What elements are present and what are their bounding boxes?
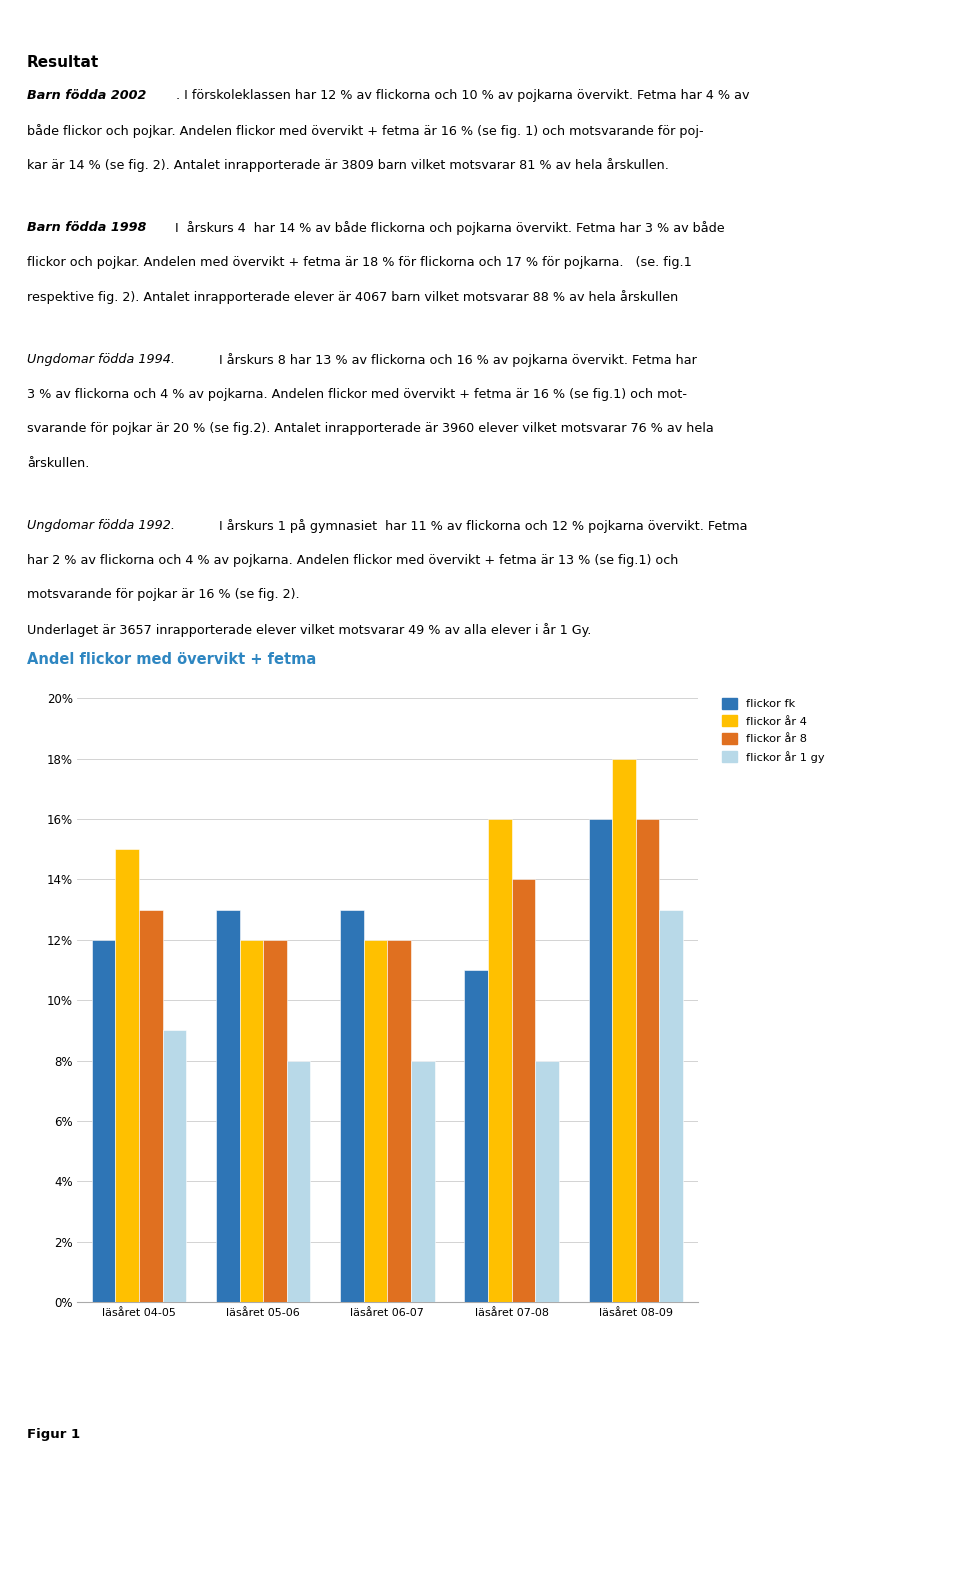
Text: Resultat: Resultat bbox=[27, 55, 99, 71]
Bar bbox=[512, 879, 535, 1302]
Text: Underlaget är 3657 inrapporterade elever vilket motsvarar 49 % av alla elever i : Underlaget är 3657 inrapporterade elever… bbox=[27, 623, 591, 637]
Bar bbox=[588, 819, 612, 1302]
Bar bbox=[364, 940, 388, 1302]
Bar bbox=[340, 910, 364, 1302]
Text: motsvarande för pojkar är 16 % (se fig. 2).: motsvarande för pojkar är 16 % (se fig. … bbox=[27, 588, 300, 601]
Bar bbox=[411, 1061, 435, 1302]
Text: har 2 % av flickorna och 4 % av pojkarna. Andelen flickor med övervikt + fetma ä: har 2 % av flickorna och 4 % av pojkarna… bbox=[27, 554, 679, 566]
Text: svarande för pojkar är 20 % (se fig.2). Antalet inrapporterade är 3960 elever vi: svarande för pojkar är 20 % (se fig.2). … bbox=[27, 422, 713, 435]
Text: Barn födda 2002: Barn födda 2002 bbox=[27, 89, 146, 102]
Bar bbox=[287, 1061, 310, 1302]
Text: 3 % av flickorna och 4 % av pojkarna. Andelen flickor med övervikt + fetma är 16: 3 % av flickorna och 4 % av pojkarna. An… bbox=[27, 388, 687, 400]
Text: Barn födda 1998: Barn födda 1998 bbox=[27, 221, 146, 234]
Text: I årskurs 1 på gymnasiet  har 11 % av flickorna och 12 % pojkarna övervikt. Fetm: I årskurs 1 på gymnasiet har 11 % av fli… bbox=[215, 519, 748, 533]
Bar bbox=[263, 940, 287, 1302]
Bar bbox=[92, 940, 115, 1302]
Legend: flickor fk, flickor år 4, flickor år 8, flickor år 1 gy: flickor fk, flickor år 4, flickor år 8, … bbox=[722, 698, 825, 763]
Text: årskullen.: årskullen. bbox=[27, 457, 89, 469]
Bar bbox=[115, 849, 139, 1302]
Bar bbox=[240, 940, 263, 1302]
Bar bbox=[465, 970, 488, 1302]
Bar bbox=[162, 1031, 186, 1302]
Bar bbox=[388, 940, 411, 1302]
Bar bbox=[488, 819, 512, 1302]
Text: kar är 14 % (se fig. 2). Antalet inrapporterade är 3809 barn vilket motsvarar 81: kar är 14 % (se fig. 2). Antalet inrappo… bbox=[27, 158, 669, 173]
Text: Andel flickor med övervikt + fetma: Andel flickor med övervikt + fetma bbox=[27, 651, 316, 667]
Text: Figur 1: Figur 1 bbox=[27, 1428, 80, 1440]
Text: både flickor och pojkar. Andelen flickor med övervikt + fetma är 16 % (se fig. 1: både flickor och pojkar. Andelen flickor… bbox=[27, 124, 704, 138]
Bar bbox=[612, 759, 636, 1302]
Bar bbox=[660, 910, 683, 1302]
Bar bbox=[139, 910, 162, 1302]
Text: Ungdomar födda 1994.: Ungdomar födda 1994. bbox=[27, 353, 175, 366]
Text: Ungdomar födda 1992.: Ungdomar födda 1992. bbox=[27, 519, 175, 532]
Bar bbox=[216, 910, 240, 1302]
Text: . I förskoleklassen har 12 % av flickorna och 10 % av pojkarna övervikt. Fetma h: . I förskoleklassen har 12 % av flickorn… bbox=[176, 89, 749, 102]
Text: respektive fig. 2). Antalet inrapporterade elever är 4067 barn vilket motsvarar : respektive fig. 2). Antalet inrapportera… bbox=[27, 290, 678, 304]
Text: flickor och pojkar. Andelen med övervikt + fetma är 18 % för flickorna och 17 % : flickor och pojkar. Andelen med övervikt… bbox=[27, 256, 691, 268]
Text: I årskurs 8 har 13 % av flickorna och 16 % av pojkarna övervikt. Fetma har: I årskurs 8 har 13 % av flickorna och 16… bbox=[215, 353, 697, 367]
Bar bbox=[636, 819, 660, 1302]
Text: I  årskurs 4  har 14 % av både flickorna och pojkarna övervikt. Fetma har 3 % av: I årskurs 4 har 14 % av både flickorna o… bbox=[171, 221, 725, 235]
Bar bbox=[535, 1061, 559, 1302]
Text: 5: 5 bbox=[922, 1517, 935, 1534]
